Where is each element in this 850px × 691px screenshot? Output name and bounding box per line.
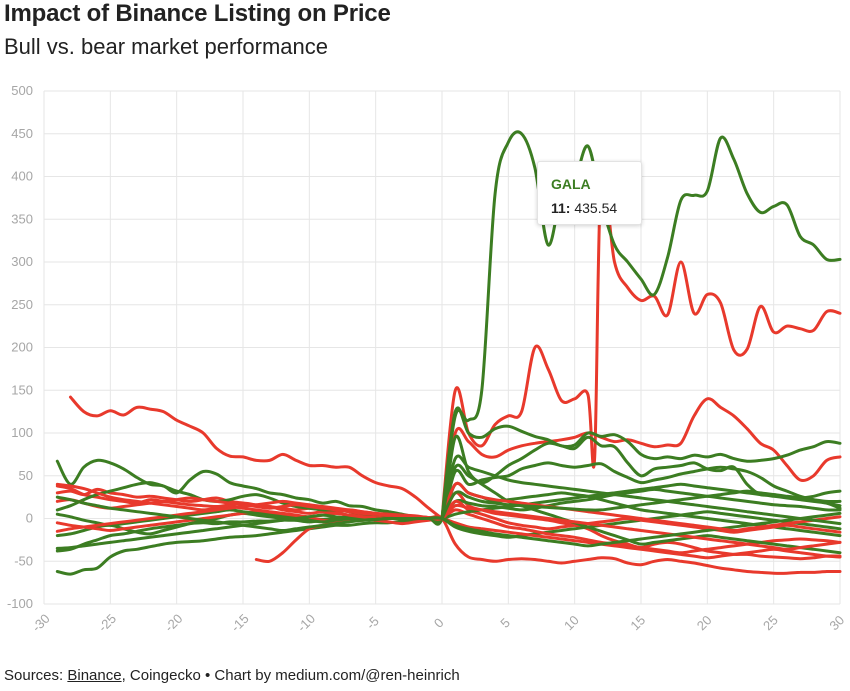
series-line-bear[interactable]: [440, 397, 842, 520]
chart-subtitle: Bull vs. bear market performance: [4, 34, 329, 59]
x-tick-label: 15: [627, 612, 648, 633]
y-tick-label: 200: [11, 340, 33, 355]
footer-prefix: Sources:: [4, 667, 68, 684]
x-tick-label: -10: [294, 611, 318, 635]
y-tick-label: -50: [14, 553, 33, 568]
series-line-bull[interactable]: [55, 482, 842, 550]
series-line-bear[interactable]: [440, 168, 842, 520]
series-lines: [55, 130, 842, 576]
y-tick-label: 50: [19, 468, 33, 483]
x-tick-label: 5: [497, 615, 513, 631]
x-tick-label: 10: [561, 612, 582, 633]
series-line-bull[interactable]: [55, 463, 842, 555]
y-tick-label: 400: [11, 169, 33, 184]
y-tick-label: 100: [11, 425, 33, 440]
tooltip-x-key: 11:: [551, 200, 571, 216]
x-tick-label: 20: [694, 612, 715, 633]
series-line-bear[interactable]: [440, 481, 842, 532]
footer-rest: , Coingecko • Chart by medium.com/@ren-h…: [121, 667, 460, 684]
y-tick-label: 350: [11, 211, 33, 226]
series-line-bull[interactable]: [440, 489, 842, 520]
x-tick-label: 25: [760, 612, 781, 633]
tooltip-y-value: 435.54: [574, 200, 618, 216]
x-tick-label: -25: [95, 611, 119, 635]
footer-source-link[interactable]: Binance: [67, 667, 122, 684]
series-line-gala[interactable]: [440, 130, 842, 520]
tooltip-value-row: 11: 435.54: [551, 200, 617, 216]
footer-credits: Sources: Binance, Coingecko • Chart by m…: [4, 667, 460, 684]
series-line-bull[interactable]: [440, 406, 842, 520]
x-tick-label: 0: [431, 615, 447, 631]
x-tick-label: -5: [363, 613, 382, 632]
tooltip-series-name: GALA: [551, 176, 591, 192]
x-axis-ticks: -30 -25 -20 -15 -10 -5 0 5 10 15 20 25 30: [29, 611, 847, 635]
x-tick-label: -20: [162, 611, 186, 635]
hover-tooltip: GALA 11: 435.54: [537, 161, 642, 225]
series-line-bear[interactable]: [55, 484, 842, 575]
y-tick-label: 450: [11, 126, 33, 141]
series-line-bull[interactable]: [55, 495, 842, 548]
y-tick-label: 150: [11, 382, 33, 397]
series-line-bear[interactable]: [69, 395, 444, 520]
y-tick-label: 500: [11, 83, 33, 98]
y-tick-label: -100: [7, 596, 33, 611]
series-line-bull[interactable]: [440, 454, 842, 526]
x-tick-label: -30: [29, 611, 53, 635]
series-line-bear[interactable]: [55, 499, 842, 551]
y-tick-label: 0: [26, 511, 33, 526]
y-tick-label: 300: [11, 254, 33, 269]
x-tick-label: 30: [826, 612, 847, 633]
chart-title: Impact of Binance Listing on Price: [4, 0, 391, 27]
x-tick-label: -15: [228, 611, 252, 635]
y-tick-label: 250: [11, 297, 33, 312]
